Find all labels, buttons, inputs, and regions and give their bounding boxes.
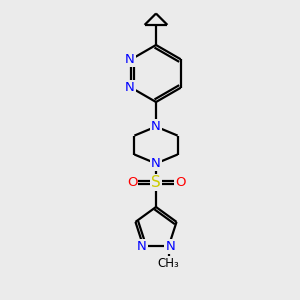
Text: S: S	[151, 175, 161, 190]
Text: O: O	[175, 176, 185, 189]
Text: O: O	[127, 176, 137, 189]
Text: N: N	[165, 240, 175, 253]
Text: CH₃: CH₃	[158, 257, 180, 270]
Text: N: N	[151, 120, 161, 133]
Text: N: N	[137, 240, 147, 253]
Text: N: N	[125, 81, 135, 94]
Text: N: N	[125, 53, 135, 66]
Text: N: N	[151, 157, 161, 170]
